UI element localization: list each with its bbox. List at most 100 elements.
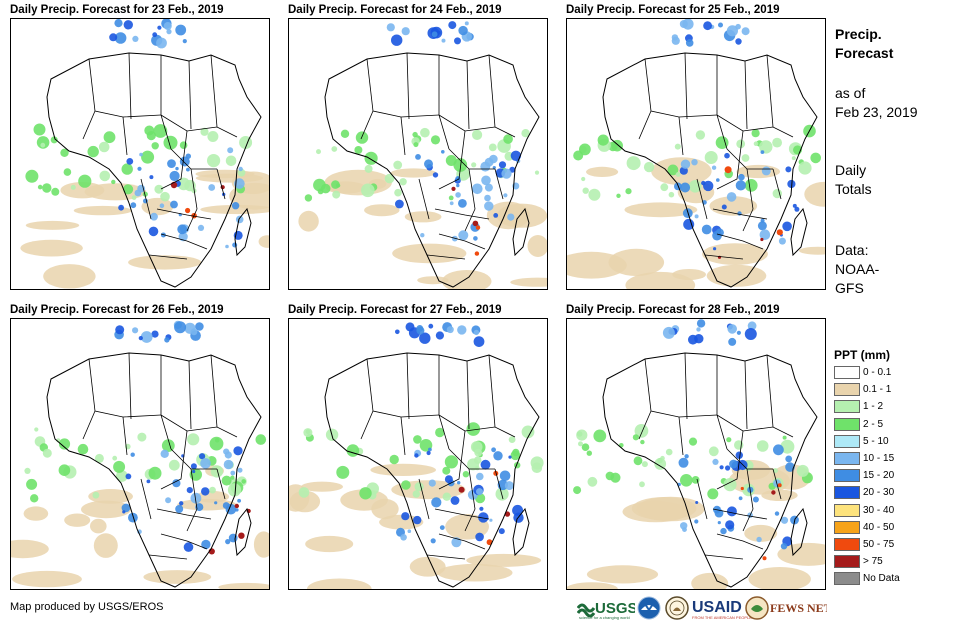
country-border bbox=[88, 358, 162, 418]
precip-cell bbox=[738, 173, 745, 181]
country-border bbox=[434, 208, 490, 220]
precip-cell bbox=[197, 224, 205, 231]
precip-cell bbox=[235, 215, 244, 224]
precip-cell bbox=[179, 156, 190, 167]
precip-cell bbox=[491, 447, 496, 453]
precip-cell bbox=[625, 188, 632, 195]
precip-cell bbox=[680, 474, 693, 487]
precip-cell bbox=[436, 30, 441, 35]
country-border bbox=[716, 233, 764, 250]
precip-cell bbox=[471, 162, 477, 168]
precip-cell bbox=[186, 167, 190, 172]
precip-cell bbox=[481, 175, 491, 186]
precip-cell bbox=[493, 213, 499, 218]
precip-cell bbox=[227, 483, 242, 497]
precip-cell bbox=[484, 194, 491, 202]
precip-cell bbox=[593, 429, 607, 443]
precip-cell bbox=[201, 487, 210, 496]
country-border bbox=[488, 354, 496, 428]
country-border bbox=[742, 468, 754, 532]
precip-cell bbox=[234, 178, 245, 189]
precip-cell bbox=[50, 136, 58, 144]
precip-cell bbox=[472, 129, 483, 140]
precip-cell bbox=[501, 168, 512, 179]
fewsnet-wordmark: FEWS NET bbox=[770, 601, 827, 615]
precip-cell bbox=[454, 37, 461, 45]
precip-cell bbox=[168, 459, 180, 471]
precip-cell bbox=[42, 183, 52, 193]
country-border bbox=[638, 410, 652, 440]
precip-cell bbox=[774, 511, 780, 516]
africa-map bbox=[289, 322, 544, 589]
precip-cell bbox=[680, 522, 688, 530]
country-border bbox=[88, 58, 162, 118]
precip-cell bbox=[605, 471, 615, 481]
precip-cell bbox=[759, 229, 771, 240]
precip-cell bbox=[111, 179, 116, 185]
precip-cell bbox=[752, 496, 759, 503]
country-border bbox=[772, 468, 782, 500]
country-border bbox=[140, 478, 152, 520]
precip-cell bbox=[634, 424, 649, 438]
precip-cell bbox=[498, 528, 505, 535]
precip-cell bbox=[51, 187, 60, 196]
country-border bbox=[360, 110, 374, 140]
heavy-precip-cell bbox=[474, 251, 480, 256]
precip-cell bbox=[725, 465, 731, 471]
sidebar-title: Precip. Forecast bbox=[835, 25, 893, 63]
legend-label: 20 - 30 bbox=[863, 487, 895, 499]
as-of-value: Feb 23, 2019 bbox=[835, 104, 918, 120]
country-border bbox=[438, 55, 450, 150]
precip-cell bbox=[432, 172, 439, 178]
precip-cell bbox=[696, 327, 701, 332]
dry-patch bbox=[702, 243, 768, 265]
country-border bbox=[122, 116, 128, 156]
country-border bbox=[366, 58, 440, 118]
precip-cell bbox=[654, 458, 667, 470]
precip-cell bbox=[785, 462, 795, 472]
dry-patch bbox=[586, 166, 619, 177]
legend-swatch bbox=[834, 486, 860, 500]
legend-item: 30 - 40 bbox=[834, 503, 894, 520]
dry-patch bbox=[624, 202, 698, 218]
precip-cell bbox=[473, 336, 485, 347]
madagascar-outline bbox=[790, 207, 808, 257]
precip-cell bbox=[791, 156, 796, 161]
legend-swatch bbox=[834, 503, 860, 517]
forecast-panel-1: Daily Precip. Forecast for 23 Feb., 2019 bbox=[10, 2, 270, 290]
precip-cell bbox=[92, 491, 100, 499]
dry-patch bbox=[777, 542, 825, 566]
precip-cell bbox=[716, 178, 720, 182]
precip-cell bbox=[94, 453, 104, 463]
precip-map bbox=[10, 318, 270, 590]
precip-cell bbox=[696, 319, 706, 328]
precip-cell bbox=[201, 539, 211, 550]
precip-cell bbox=[701, 224, 712, 235]
precip-cell bbox=[340, 129, 350, 138]
precip-cell bbox=[395, 199, 404, 209]
precip-cell bbox=[208, 184, 216, 191]
country-border bbox=[216, 168, 226, 200]
dry-patch bbox=[437, 563, 513, 582]
precip-cell bbox=[439, 525, 445, 530]
precip-cell bbox=[735, 180, 746, 191]
precip-cell bbox=[685, 39, 694, 47]
legend-label: 1 - 2 bbox=[863, 401, 884, 413]
legend-item: 15 - 20 bbox=[834, 468, 894, 485]
africa-map bbox=[567, 19, 825, 289]
legend-swatch bbox=[834, 366, 860, 379]
precip-cell bbox=[405, 322, 415, 332]
precip-cell bbox=[157, 25, 162, 30]
precip-cell bbox=[444, 455, 458, 469]
usgs-tagline: science for a changing world bbox=[579, 615, 630, 620]
precip-cell bbox=[123, 20, 133, 30]
legend-swatch bbox=[834, 572, 860, 586]
heavy-precip-cell bbox=[451, 186, 456, 191]
coastline bbox=[602, 352, 818, 588]
country-border bbox=[464, 468, 476, 532]
country-border bbox=[426, 254, 466, 260]
precip-cell bbox=[98, 141, 110, 153]
country-border bbox=[406, 352, 410, 420]
dry-patch bbox=[567, 582, 618, 589]
precip-cell bbox=[442, 466, 451, 475]
